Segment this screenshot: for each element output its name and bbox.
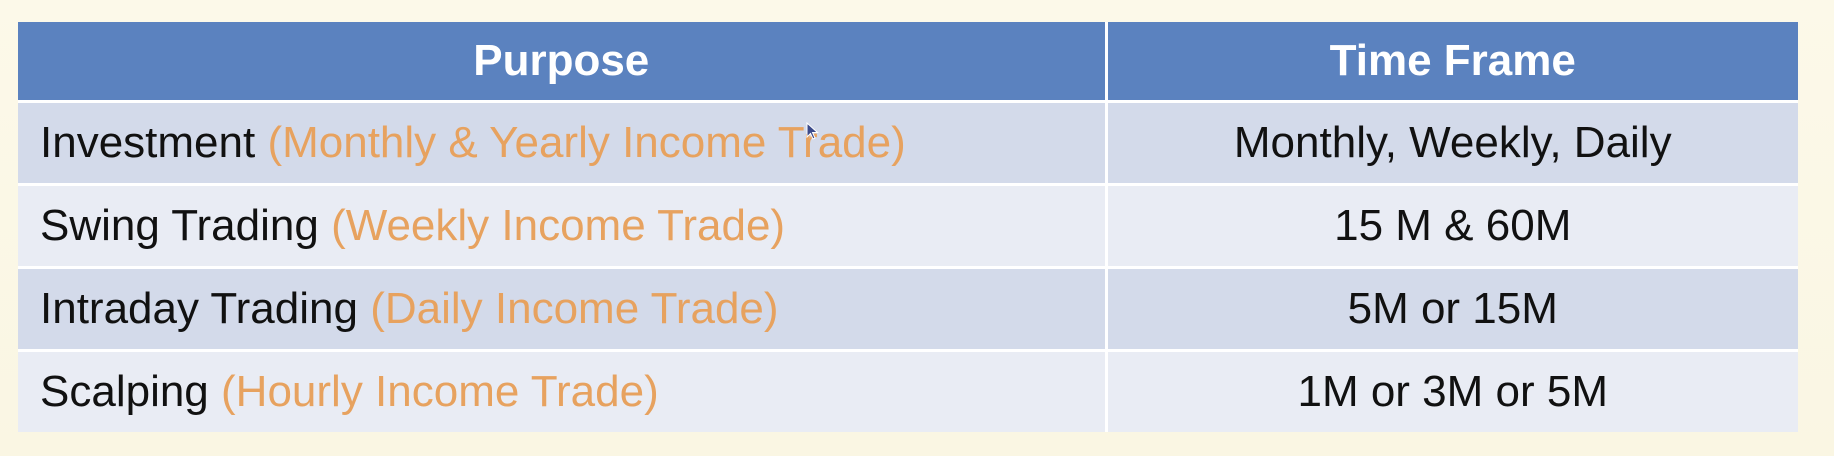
header-time-frame: Time Frame (1106, 22, 1798, 102)
purpose-label: Investment (40, 118, 256, 167)
purpose-cell: Swing Trading (Weekly Income Trade) (18, 183, 1108, 268)
time-frame-cell: 15 M & 60M (1106, 183, 1798, 268)
time-frame-cell: 5M or 15M (1106, 266, 1798, 351)
purpose-note: (Hourly Income Trade) (221, 367, 659, 416)
table-body: Investment (Monthly & Yearly Income Trad… (18, 100, 1798, 432)
table-row: Intraday Trading (Daily Income Trade) 5M… (18, 266, 1798, 351)
table-row: Swing Trading (Weekly Income Trade) 15 M… (18, 183, 1798, 268)
purpose-cell: Investment (Monthly & Yearly Income Trad… (18, 100, 1108, 185)
header-purpose: Purpose (18, 22, 1108, 102)
trading-timeframe-table: Purpose Time Frame Investment (Monthly &… (18, 22, 1798, 432)
purpose-note: (Daily Income Trade) (370, 284, 779, 333)
purpose-label: Scalping (40, 367, 209, 416)
purpose-cell: Intraday Trading (Daily Income Trade) (18, 266, 1108, 351)
table-header: Purpose Time Frame (18, 22, 1798, 102)
time-frame-cell: Monthly, Weekly, Daily (1106, 100, 1798, 185)
purpose-cell: Scalping (Hourly Income Trade) (18, 349, 1108, 432)
header-row: Purpose Time Frame (18, 22, 1798, 102)
mouse-pointer-icon (806, 122, 819, 140)
purpose-label: Swing Trading (40, 201, 319, 250)
trading-timeframe-table-container: Purpose Time Frame Investment (Monthly &… (18, 22, 1798, 438)
purpose-note: (Weekly Income Trade) (331, 201, 786, 250)
table-row: Investment (Monthly & Yearly Income Trad… (18, 100, 1798, 185)
purpose-label: Intraday Trading (40, 284, 358, 333)
table-row: Scalping (Hourly Income Trade) 1M or 3M … (18, 349, 1798, 432)
time-frame-cell: 1M or 3M or 5M (1106, 349, 1798, 432)
purpose-note: (Monthly & Yearly Income Trade) (267, 118, 906, 167)
